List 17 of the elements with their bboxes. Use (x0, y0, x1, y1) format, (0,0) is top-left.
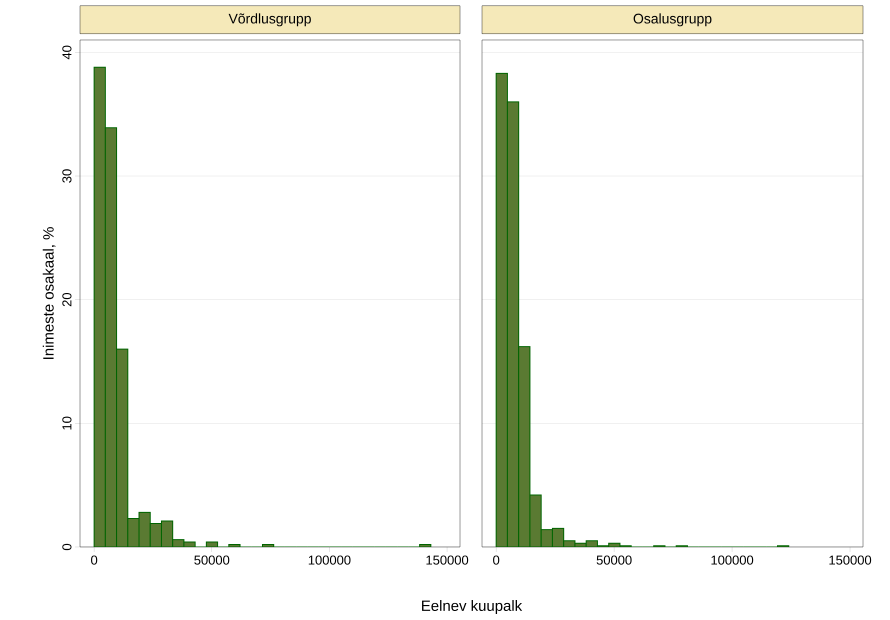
x-tick-label: 50000 (596, 556, 632, 565)
x-tick-label: 50000 (194, 556, 230, 565)
x-axis-title: Eelnev kuupalk (422, 600, 522, 614)
y-tick-label: 0 (62, 544, 72, 550)
y-tick-label: 30 (62, 169, 72, 183)
chart-title: Osalusgrupp (634, 13, 712, 26)
y-tick-label: 40 (62, 46, 72, 60)
x-tick-label: 100000 (308, 556, 351, 565)
x-tick-label: 0 (493, 556, 500, 565)
y-tick-label: 20 (62, 292, 72, 306)
x-tick-label: 0 (91, 556, 98, 565)
x-tick-label: 150000 (426, 556, 468, 565)
x-tick-label: 100000 (711, 556, 754, 565)
chart-title: Võrdlusgrupp (228, 13, 311, 26)
y-axis-title: Inimeste osakaal, % (42, 227, 56, 359)
x-tick-label: 150000 (829, 556, 872, 565)
y-tick-label: 10 (62, 416, 72, 430)
